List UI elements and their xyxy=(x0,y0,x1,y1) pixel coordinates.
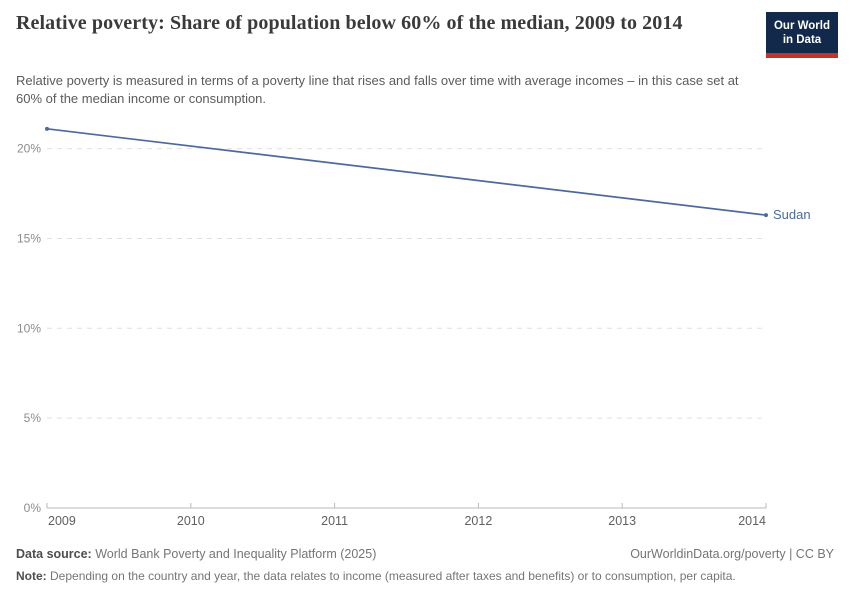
x-tick-label: 2009 xyxy=(48,514,76,528)
note-value: Depending on the country and year, the d… xyxy=(50,569,736,583)
x-tick-label: 2012 xyxy=(464,514,492,528)
owid-logo-line1: Our World xyxy=(773,20,830,32)
y-tick-label: 15% xyxy=(17,231,41,245)
note-line: Note: Depending on the country and year,… xyxy=(16,568,736,585)
y-tick-label: 5% xyxy=(24,411,42,425)
chart-footer: Data source: World Bank Poverty and Ineq… xyxy=(16,546,834,585)
y-tick-label: 10% xyxy=(17,321,41,335)
series-line-sudan[interactable] xyxy=(46,127,767,216)
chart-subtitle: Relative poverty is measured in terms of… xyxy=(16,73,739,106)
data-source-line: Data source: World Bank Poverty and Ineq… xyxy=(16,546,376,563)
x-tick-label: 2010 xyxy=(177,514,205,528)
y-tick-label: 0% xyxy=(24,501,42,515)
data-source-label: Data source: xyxy=(16,547,92,561)
rights-link[interactable]: OurWorldinData.org/poverty | CC BY xyxy=(630,547,834,561)
owid-logo-line2: in Data xyxy=(782,34,822,46)
page-title: Relative poverty: Share of population be… xyxy=(16,12,683,34)
line-chart-plot[interactable]: 0% 5% 10% 15% 20% 2009 2010 2011 2012 2013 2014 Sud… xyxy=(0,110,850,542)
series-label-sudan[interactable]: Sudan xyxy=(773,207,811,222)
x-tick-label: 2013 xyxy=(608,514,636,528)
owid-logo[interactable]: Our World in Data xyxy=(766,12,838,58)
note-label: Note: xyxy=(16,569,47,583)
x-tick-label: 2011 xyxy=(321,514,348,528)
x-tick-label: 2014 xyxy=(738,514,766,528)
data-point-marker xyxy=(45,126,49,131)
data-point-marker xyxy=(764,213,768,218)
data-source-value: World Bank Poverty and Inequality Platfo… xyxy=(95,547,377,561)
y-tick-label: 20% xyxy=(17,142,41,156)
